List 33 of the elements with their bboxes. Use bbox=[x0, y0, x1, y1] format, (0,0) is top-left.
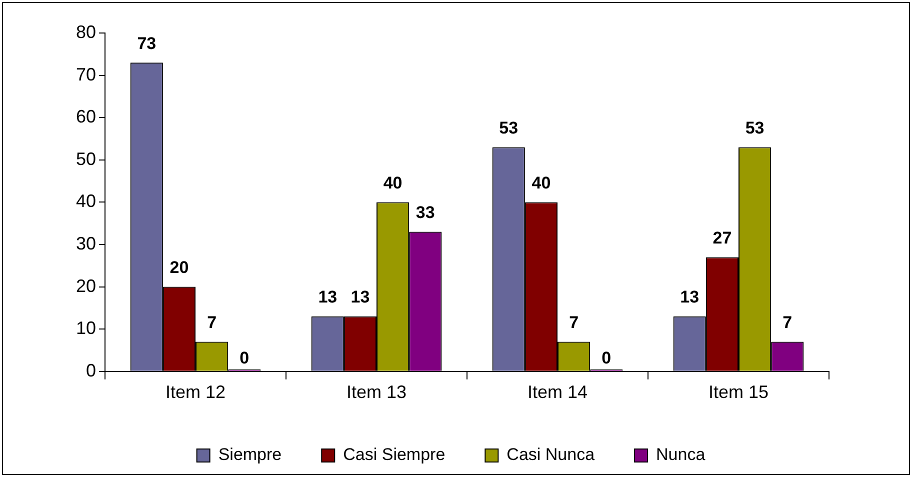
data-label: 53 bbox=[745, 118, 764, 138]
data-label: 40 bbox=[383, 173, 402, 192]
data-label: 7 bbox=[569, 312, 579, 332]
data-label: 13 bbox=[350, 288, 370, 307]
data-label: 53 bbox=[499, 118, 518, 138]
data-label: 73 bbox=[137, 34, 156, 53]
data-label: 40 bbox=[532, 173, 551, 192]
y-tick-label: 0 bbox=[86, 360, 96, 380]
x-tick-label: Item 12 bbox=[166, 382, 226, 402]
y-tick-label: 70 bbox=[76, 64, 96, 84]
y-tick-label: 20 bbox=[76, 276, 96, 296]
x-tick-label: Item 15 bbox=[708, 382, 769, 402]
data-label: 13 bbox=[318, 288, 338, 307]
y-tick-label: 50 bbox=[76, 148, 96, 169]
legend-label: Nunca bbox=[656, 445, 706, 464]
data-label: 0 bbox=[602, 348, 612, 368]
legend-label: Casi Nunca bbox=[506, 445, 596, 464]
data-label: 20 bbox=[170, 258, 189, 277]
y-tick-label: 10 bbox=[76, 318, 96, 338]
data-label: 33 bbox=[416, 202, 435, 222]
y-tick-label: 30 bbox=[76, 233, 96, 254]
data-label: 7 bbox=[782, 312, 792, 332]
data-label: 7 bbox=[207, 312, 217, 332]
x-tick-label: Item 13 bbox=[346, 382, 407, 402]
y-tick-label: 40 bbox=[76, 191, 96, 212]
x-tick-label: Item 14 bbox=[527, 382, 588, 402]
legend-label: Siempre bbox=[218, 445, 282, 464]
data-label: 27 bbox=[712, 228, 732, 248]
data-label: 0 bbox=[240, 348, 250, 368]
y-tick-label: 80 bbox=[76, 22, 96, 42]
y-tick-label: 60 bbox=[76, 106, 96, 127]
legend-label: Casi Siempre bbox=[343, 445, 446, 464]
data-label: 13 bbox=[680, 288, 700, 307]
